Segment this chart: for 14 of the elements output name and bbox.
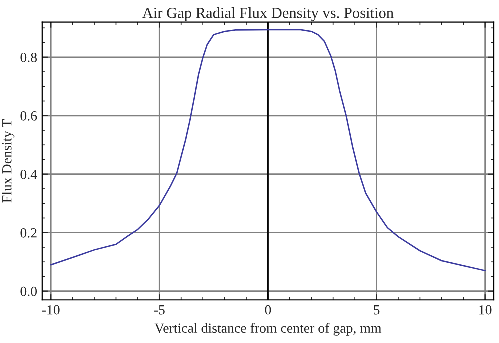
y-tick-label: 0.0	[20, 286, 38, 296]
x-tick-label: -10	[42, 305, 60, 315]
chart-title: Air Gap Radial Flux Density vs. Position	[142, 8, 394, 22]
y-tick-label: 0.4	[20, 170, 38, 180]
x-tick-label: 5	[374, 306, 380, 315]
y-tick-label: 0.8	[20, 52, 38, 62]
x-tick-label: -5	[154, 306, 165, 315]
y-axis-title: Flux Density T	[2, 120, 15, 203]
line-series	[50, 29, 486, 272]
x-tick-label: 10	[480, 305, 492, 315]
y-tick-label: 0.6	[20, 111, 38, 121]
y-tick-label: 0.2	[20, 228, 37, 238]
x-tick-label: 0	[265, 305, 272, 315]
x-axis-title: Vertical distance from center of gap, mm	[154, 323, 382, 336]
